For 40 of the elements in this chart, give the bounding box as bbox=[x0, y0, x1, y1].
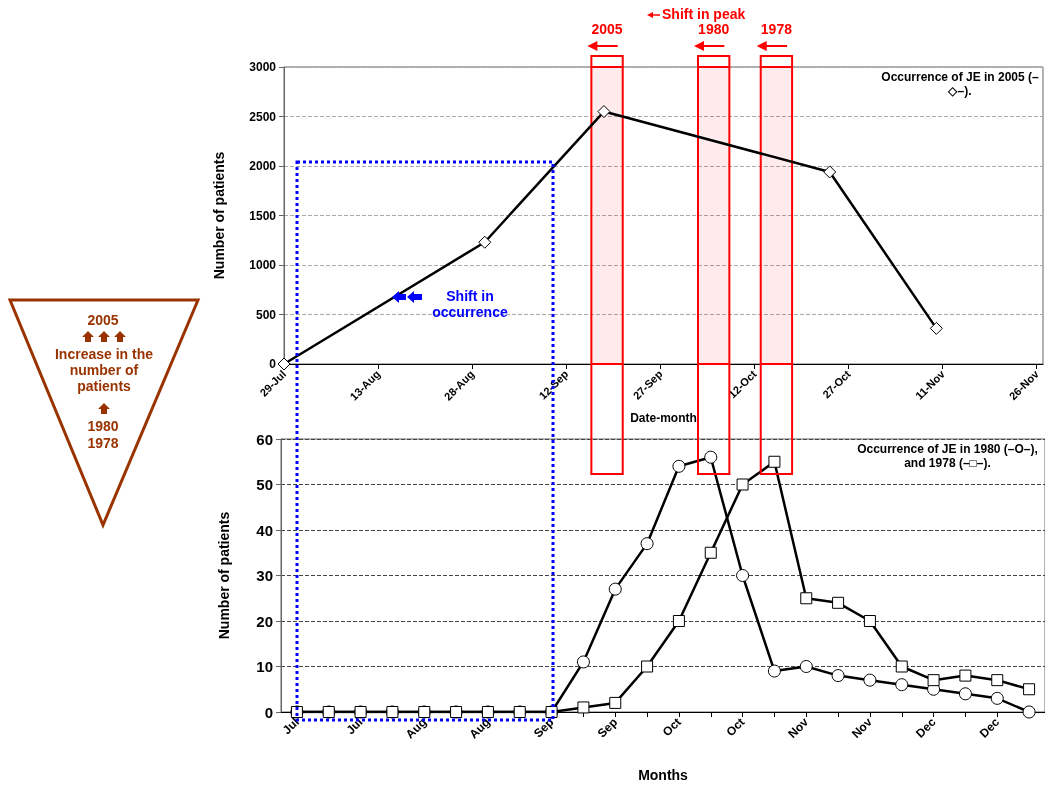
annotation: Occurrence of JE in 2005 (–◇–). bbox=[880, 70, 1040, 98]
annotation: Occurrence of JE in 1980 (–O–), and 1978 (–□–). bbox=[856, 442, 1039, 470]
y-tick-label: 1000 bbox=[249, 258, 277, 272]
y-tick-label: 3000 bbox=[249, 60, 277, 74]
x-tick-label: Jul bbox=[279, 715, 302, 738]
y-tick-label: 20 bbox=[256, 612, 273, 630]
y-tick-label: 1500 bbox=[249, 208, 277, 223]
text: Increase in the number of patients bbox=[53, 346, 154, 394]
annotation: Shift in occurrence bbox=[431, 288, 509, 320]
y-tick-label: 2000 bbox=[249, 159, 277, 173]
text: Shift in peak bbox=[662, 6, 747, 22]
y-axis-title: Number of patients bbox=[216, 511, 232, 640]
x-tick-label: Dec bbox=[976, 714, 1003, 741]
y-tick-label: 500 bbox=[255, 307, 277, 322]
x-tick-label: Aug bbox=[402, 715, 430, 742]
band-label: 1978 bbox=[760, 21, 793, 37]
x-tick-label: Oct bbox=[659, 715, 684, 740]
text: 2005 bbox=[86, 312, 120, 328]
x-tick-label: Sep bbox=[594, 715, 621, 741]
x-tick-label: Sep bbox=[531, 715, 557, 741]
x-tick-label: Nov bbox=[785, 714, 812, 741]
y-tick-label: 40 bbox=[256, 521, 273, 539]
x-tick-label: Dec bbox=[913, 714, 939, 741]
y-tick-label: 50 bbox=[256, 476, 273, 493]
y-tick-label: 30 bbox=[256, 567, 273, 584]
x-axis-title: Date-month bbox=[630, 411, 697, 425]
y-tick-label: 0 bbox=[264, 703, 273, 721]
x-tick-label: Aug bbox=[466, 715, 493, 742]
x-tick-label: Oct bbox=[723, 715, 748, 740]
band-label: 1980 bbox=[698, 21, 730, 37]
y-tick-label: 10 bbox=[256, 658, 273, 675]
y-tick-label: 2500 bbox=[249, 109, 277, 124]
y-axis-title: Number of patients bbox=[211, 151, 227, 280]
text: 1978 bbox=[86, 435, 120, 451]
text: 1980 bbox=[86, 418, 120, 434]
x-axis-title: Months bbox=[638, 767, 689, 783]
x-tick-label: Nov bbox=[848, 714, 876, 741]
y-tick-label: 60 bbox=[256, 430, 273, 448]
y-tick-label: 0 bbox=[269, 357, 277, 371]
band-label: 2005 bbox=[591, 21, 623, 37]
